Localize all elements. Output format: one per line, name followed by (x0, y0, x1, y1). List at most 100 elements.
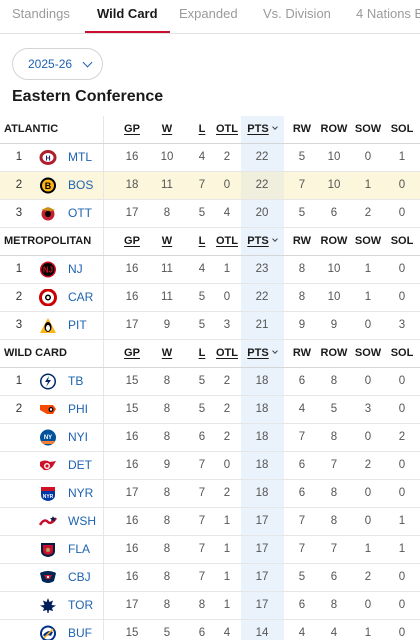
team-row[interactable]: 1 NJ NJ 16 11 4 1 23 8 10 1 0 (0, 256, 420, 284)
svg-text:B: B (45, 181, 52, 191)
flyers-logo-icon (39, 401, 57, 418)
column-header-otl[interactable]: OTL (212, 116, 242, 143)
column-header-row[interactable]: ROW (317, 340, 351, 367)
stat-w: 8 (163, 487, 171, 499)
stat-otl: 2 (223, 487, 231, 499)
stat-sol: 0 (398, 291, 406, 303)
column-header-label: ROW (320, 123, 348, 135)
column-header-pts[interactable]: PTS (242, 228, 282, 255)
column-header-l[interactable]: L (191, 228, 213, 255)
stat-w: 5 (163, 627, 171, 639)
team-link[interactable]: PHI (68, 402, 89, 416)
team-link[interactable]: BUF (68, 626, 92, 640)
team-link[interactable]: NYI (68, 430, 89, 444)
team-row[interactable]: 2 CAR 16 11 5 0 22 8 10 1 0 (0, 284, 420, 312)
sort-desc-icon (271, 236, 278, 242)
column-header-w[interactable]: W (154, 340, 180, 367)
column-header-label: OTL (216, 235, 238, 247)
column-header-sol[interactable]: SOL (387, 228, 417, 255)
column-header-pts[interactable]: PTS (242, 116, 282, 143)
stat-w: 8 (163, 207, 171, 219)
pts-column-bg (241, 508, 284, 535)
stat-w: 8 (163, 403, 171, 415)
team-link[interactable]: TOR (68, 598, 94, 612)
team-link[interactable]: WSH (68, 514, 96, 528)
column-header-w[interactable]: W (154, 228, 180, 255)
column-header-otl[interactable]: OTL (212, 340, 242, 367)
column-header-rw[interactable]: RW (289, 340, 315, 367)
team-link[interactable]: CBJ (68, 570, 91, 584)
pts-column-bg (241, 256, 284, 283)
stat-l: 5 (198, 375, 206, 387)
stat-pts: 23 (255, 263, 269, 275)
stat-sol: 0 (398, 571, 406, 583)
team-link[interactable]: OTT (68, 206, 92, 220)
stat-sow: 0 (364, 375, 372, 387)
team-row[interactable]: 1 TB 15 8 5 2 18 6 8 0 0 (0, 368, 420, 396)
team-row[interactable]: BUF 15 5 6 4 14 4 4 1 0 (0, 620, 420, 640)
column-header-sow[interactable]: SOW (351, 228, 385, 255)
column-header-otl[interactable]: OTL (212, 228, 242, 255)
team-link[interactable]: FLA (68, 542, 91, 556)
column-header-rw[interactable]: RW (289, 228, 315, 255)
stat-otl: 2 (223, 151, 231, 163)
team-rank (10, 536, 28, 563)
team-row[interactable]: FLA 16 8 7 1 17 7 7 1 1 (0, 536, 420, 564)
column-header-sol[interactable]: SOL (387, 116, 417, 143)
team-link[interactable]: PIT (68, 318, 87, 332)
column-header-label: L (198, 347, 206, 359)
team-rank: 2 (15, 403, 23, 415)
tab-4-nations[interactable]: 4 Nations B (356, 6, 420, 21)
team-row[interactable]: 2 PHI 15 8 5 2 18 4 5 3 0 (0, 396, 420, 424)
team-link[interactable]: NJ (68, 262, 83, 276)
column-header-sow[interactable]: SOW (351, 116, 385, 143)
tab-standings[interactable]: Standings (12, 6, 70, 21)
column-header-l[interactable]: L (191, 340, 213, 367)
column-header-row[interactable]: ROW (317, 228, 351, 255)
stat-gp: 17 (125, 487, 139, 499)
column-header-row[interactable]: ROW (317, 116, 351, 143)
team-row[interactable]: WSH 16 8 7 1 17 7 8 0 1 (0, 508, 420, 536)
stat-l: 7 (198, 571, 206, 583)
column-header-label: RW (292, 235, 312, 247)
column-header-w[interactable]: W (154, 116, 180, 143)
team-row[interactable]: 1 H MTL 16 10 4 2 22 5 10 0 1 (0, 144, 420, 172)
column-header-rw[interactable]: RW (289, 116, 315, 143)
column-header-sol[interactable]: SOL (387, 340, 417, 367)
column-header-gp[interactable]: GP (117, 116, 147, 143)
team-row[interactable]: 3 PIT 17 9 5 3 21 9 9 0 3 (0, 312, 420, 340)
maple-leafs-logo-icon (39, 597, 57, 614)
stat-row: 10 (327, 263, 341, 275)
team-row[interactable]: DET 16 9 7 0 18 6 7 2 0 (0, 452, 420, 480)
canadiens-logo-icon: H (39, 149, 57, 166)
islanders-logo-icon: NY (39, 429, 57, 446)
stat-sol: 1 (398, 543, 406, 555)
devils-logo-icon: NJ (39, 261, 57, 278)
column-header-gp[interactable]: GP (117, 228, 147, 255)
stat-sow: 2 (364, 571, 372, 583)
column-header-sow[interactable]: SOW (351, 340, 385, 367)
team-link[interactable]: CAR (68, 290, 94, 304)
team-link[interactable]: NYR (68, 486, 94, 500)
column-header-l[interactable]: L (191, 116, 213, 143)
team-row[interactable]: CBJ 16 8 7 1 17 5 6 2 0 (0, 564, 420, 592)
team-row[interactable]: 2 B BOS 18 11 7 0 22 7 10 1 0 (0, 172, 420, 200)
team-row[interactable]: 3 OTT 17 8 5 4 20 5 6 2 0 (0, 200, 420, 228)
team-row[interactable]: TOR 17 8 8 1 17 6 8 0 0 (0, 592, 420, 620)
tab-expanded[interactable]: Expanded (179, 6, 238, 21)
column-header-pts[interactable]: PTS (242, 340, 282, 367)
tab-vs-division[interactable]: Vs. Division (263, 6, 331, 21)
team-link[interactable]: MTL (68, 150, 92, 164)
tab-wild-card[interactable]: Wild Card (85, 0, 170, 33)
season-selector[interactable]: 2025-26 (12, 48, 103, 80)
column-header-label: PTS (247, 235, 269, 247)
team-rank (10, 424, 28, 451)
team-row[interactable]: NY NYI 16 8 6 2 18 7 8 0 2 (0, 424, 420, 452)
standings-table: ATLANTIC GP W L OTL PTS RW ROW SOW SOL 1 H MTL 16 10 4 2… (0, 116, 420, 640)
column-header-label: ROW (320, 347, 348, 359)
team-link[interactable]: TB (68, 374, 84, 388)
column-header-gp[interactable]: GP (117, 340, 147, 367)
team-row[interactable]: NYR NYR 17 8 7 2 18 6 8 0 0 (0, 480, 420, 508)
team-link[interactable]: DET (68, 458, 92, 472)
team-link[interactable]: BOS (68, 178, 94, 192)
